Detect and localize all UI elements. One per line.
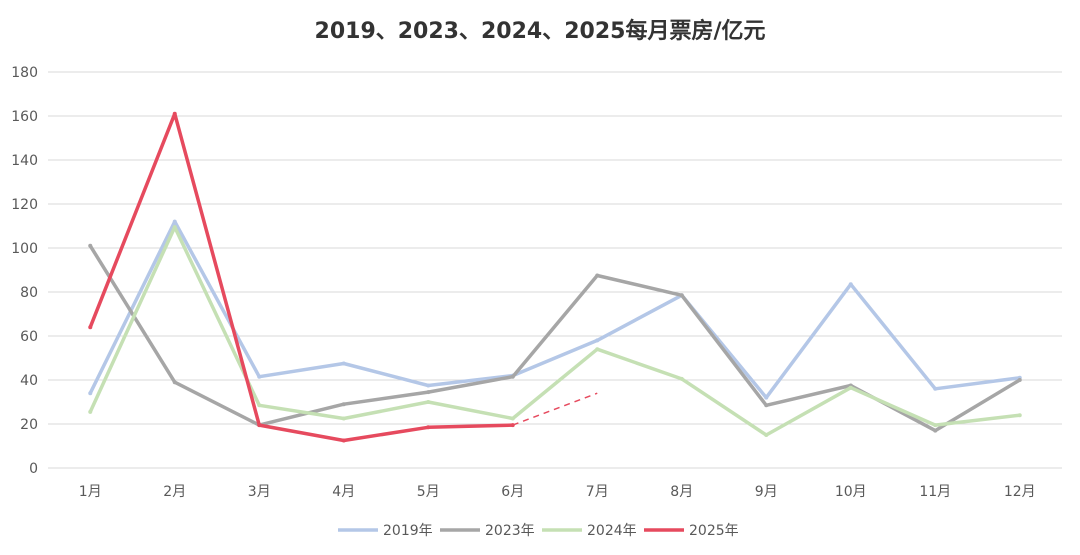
legend-label: 2024年	[587, 523, 637, 539]
data-point	[848, 385, 853, 390]
legend-item: 2025年	[644, 523, 739, 539]
data-point	[933, 428, 938, 433]
x-tick-label: 4月	[332, 484, 355, 500]
data-point	[88, 243, 93, 248]
data-point	[341, 361, 346, 366]
x-tick-label: 9月	[755, 484, 778, 500]
y-tick-label: 120	[11, 197, 38, 213]
x-tick-label: 6月	[501, 484, 524, 500]
data-point	[1017, 378, 1022, 382]
y-tick-label: 160	[11, 109, 38, 125]
data-point	[764, 433, 769, 437]
series-line	[88, 244, 1022, 433]
data-point	[595, 347, 600, 352]
data-point	[88, 409, 93, 414]
x-tick-label: 10月	[835, 484, 867, 500]
data-point	[341, 438, 346, 443]
data-point	[426, 400, 431, 404]
legend-label: 2023年	[485, 523, 535, 539]
legend-item: 2024年	[542, 523, 637, 539]
data-point	[426, 425, 431, 430]
y-axis-ticks: 0 20 40 60 80 100 120 140 160 180	[11, 65, 38, 477]
y-tick-label: 60	[20, 329, 38, 345]
data-point	[172, 225, 177, 230]
data-point	[1017, 413, 1022, 418]
projection-line	[512, 392, 598, 426]
series-2024年	[88, 225, 1022, 437]
series-line	[88, 225, 1022, 437]
data-point	[510, 374, 515, 379]
y-tick-label: 0	[29, 461, 38, 477]
legend-item: 2019年	[338, 523, 433, 539]
data-point	[172, 111, 177, 116]
gridlines	[48, 71, 1062, 469]
chart-title: 2019、2023、2024、2025每月票房/亿元	[315, 18, 766, 44]
series-line	[88, 112, 515, 443]
data-point	[426, 383, 431, 388]
y-tick-label: 80	[20, 285, 38, 301]
data-point	[764, 403, 769, 408]
data-point	[257, 423, 262, 428]
data-point	[88, 325, 93, 330]
data-point	[426, 390, 431, 395]
x-tick-label: 1月	[79, 484, 102, 500]
series-line	[88, 219, 1022, 400]
x-tick-label: 5月	[417, 484, 440, 500]
legend: 2019年 2023年 2024年 2025年	[338, 523, 739, 539]
x-tick-label: 3月	[248, 484, 271, 500]
legend-label: 2025年	[689, 523, 739, 539]
x-tick-label: 11月	[919, 484, 951, 500]
x-tick-label: 7月	[586, 484, 609, 500]
y-tick-label: 40	[20, 373, 38, 389]
x-tick-label: 12月	[1004, 484, 1036, 500]
series-lines	[88, 111, 1022, 443]
x-tick-label: 2月	[163, 484, 186, 500]
y-tick-label: 100	[11, 241, 38, 257]
x-tick-label: 8月	[670, 484, 693, 500]
data-point	[172, 380, 177, 385]
data-point	[510, 416, 515, 421]
data-point	[679, 293, 684, 298]
x-axis-ticks: 1月 2月 3月 4月 5月 6月 7月 8月 9月 10月 11月 12月	[79, 484, 1036, 500]
data-point	[933, 423, 938, 428]
legend-label: 2019年	[383, 523, 433, 539]
legend-item: 2023年	[440, 523, 535, 539]
data-point	[88, 391, 93, 396]
series-2025年	[88, 111, 515, 443]
y-tick-label: 20	[20, 417, 38, 433]
data-point	[172, 219, 177, 224]
data-point	[341, 416, 346, 421]
data-point	[595, 273, 600, 278]
data-point	[764, 395, 769, 400]
data-point	[679, 376, 684, 381]
data-point	[341, 402, 346, 407]
data-point	[257, 403, 262, 408]
data-point	[595, 338, 600, 343]
data-point	[257, 374, 262, 379]
y-tick-label: 140	[11, 153, 38, 169]
data-point	[933, 386, 938, 391]
data-point	[848, 282, 853, 287]
y-tick-label: 180	[11, 65, 38, 81]
